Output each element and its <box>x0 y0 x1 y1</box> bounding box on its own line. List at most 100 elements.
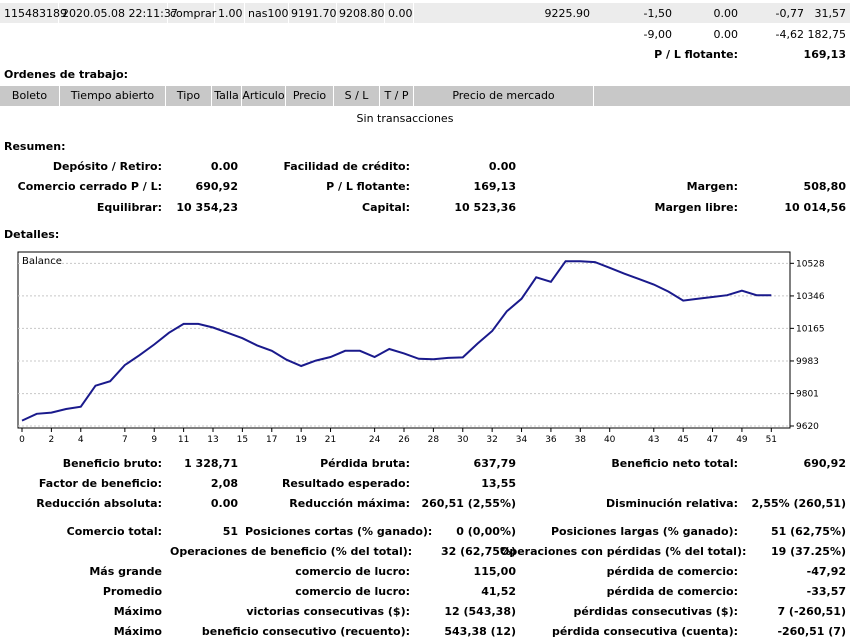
trade-row-profit-value: 543,38 (12) <box>444 625 516 638</box>
y-tick-label: 10528 <box>796 259 825 269</box>
x-tick-label: 49 <box>736 435 748 445</box>
stat-label-c: Beneficio neto total: <box>611 457 738 470</box>
x-tick-label: 19 <box>295 435 307 445</box>
deal-tp: 0.00 <box>388 7 413 20</box>
loss-ops-value: 19 (37.25%) <box>770 545 846 558</box>
x-tick-label: 11 <box>178 435 189 445</box>
profit-ops-label: Operaciones de beneficio (% del total): <box>170 545 413 558</box>
col-tiempo-abierto[interactable]: Tiempo abierto <box>60 86 166 106</box>
total-swap: -4,62 <box>775 28 804 41</box>
deal-market-price: 9225.90 <box>544 7 591 20</box>
col-tp[interactable]: T / P <box>380 86 414 106</box>
summary-floating-value: 169,13 <box>473 180 516 193</box>
x-tick-label: 13 <box>207 435 218 445</box>
margin-value: 508,80 <box>803 180 846 193</box>
trade-row-profit-label: comercio de lucro: <box>295 585 410 598</box>
x-tick-label: 9 <box>151 435 157 445</box>
deal-profit: 31,57 <box>814 7 847 20</box>
closed-pl-label: Comercio cerrado P / L: <box>17 180 162 193</box>
total-taxes: 0.00 <box>713 28 739 41</box>
no-transactions: Sin transacciones <box>356 112 454 125</box>
loss-ops-label: Operaciones con pérdidas (% del total): <box>500 545 747 558</box>
x-tick-label: 24 <box>369 435 381 445</box>
floating-pl-value: 169,13 <box>803 48 846 61</box>
deal-commission: -1,50 <box>643 7 672 20</box>
total-commission: -9,00 <box>643 28 672 41</box>
y-tick-label: 9620 <box>796 422 819 432</box>
trade-row-category: Máximo <box>113 605 162 618</box>
capital-value: 10 523,36 <box>454 201 516 214</box>
stat-value-c: 690,92 <box>803 457 846 470</box>
trade-row-loss-value: -260,51 (7) <box>777 625 846 638</box>
x-tick-label: 7 <box>122 435 128 445</box>
deal-price: 9191.70 <box>291 7 337 20</box>
total-trades-label: Comercio total: <box>66 525 162 538</box>
stat-label-b: Pérdida bruta: <box>320 457 410 470</box>
col-talla[interactable]: Talla <box>212 86 242 106</box>
y-tick-label: 10346 <box>796 292 825 302</box>
balance-value: 10 354,23 <box>176 201 238 214</box>
col-tipo[interactable]: Tipo <box>166 86 212 106</box>
x-tick-label: 38 <box>575 435 587 445</box>
trade-row-loss-label: pérdida consecutiva (cuenta): <box>551 625 738 638</box>
trade-row-loss-value: -33,57 <box>806 585 846 598</box>
stat-value-c: 2,55% (260,51) <box>751 497 847 510</box>
x-tick-label: 43 <box>648 435 659 445</box>
deal-item: nas100 <box>248 7 289 20</box>
x-tick-label: 21 <box>325 435 336 445</box>
trade-row-profit-value: 12 (543,38) <box>444 605 516 618</box>
deal-swap: -0,77 <box>775 7 804 20</box>
balance-label: Equilibrar: <box>96 201 162 214</box>
stat-value-b: 260,51 (2,55%) <box>421 497 517 510</box>
stat-value-a: 2,08 <box>210 477 238 490</box>
free-margin-value: 10 014,56 <box>784 201 846 214</box>
free-margin-label: Margen libre: <box>654 201 739 214</box>
balance-chart: 0 2 4 7 9 11 13 15 17 19 21 24 26 28 30 32 34 36 38 40 43 45 4… <box>17 251 825 445</box>
col-sl[interactable]: S / L <box>334 86 380 106</box>
stat-value-b: 13,55 <box>481 477 516 490</box>
x-tick-label: 45 <box>677 435 688 445</box>
short-positions-label: Posiciones cortas (% ganado): <box>245 525 433 538</box>
col-precio[interactable]: Precio <box>286 86 334 106</box>
trade-row-profit-value: 115,00 <box>473 565 516 578</box>
x-tick-label: 28 <box>428 435 440 445</box>
total-trades-value: 51 <box>222 525 238 538</box>
deal-size: 1.00 <box>218 7 243 20</box>
x-tick-label: 32 <box>486 435 497 445</box>
col-precio-mercado[interactable]: Precio de mercado <box>414 86 594 106</box>
deposit-label: Depósito / Retiro: <box>52 160 162 173</box>
work-orders-title: Ordenes de trabajo: <box>4 68 129 81</box>
deal-row[interactable] <box>0 3 850 25</box>
trade-row-loss-value: 7 (-260,51) <box>777 605 846 618</box>
x-tick-label: 40 <box>604 435 616 445</box>
trade-row-loss-label: pérdida de comercio: <box>606 565 738 578</box>
deal-taxes: 0.00 <box>713 7 739 20</box>
trade-row-category: Máximo <box>113 625 162 638</box>
total-profit: 182,75 <box>807 28 847 41</box>
x-tick-label: 2 <box>49 435 55 445</box>
y-tick-label: 9801 <box>796 390 819 400</box>
x-tick-label: 47 <box>707 435 718 445</box>
stat-label-a: Factor de beneficio: <box>38 477 162 490</box>
trade-row-profit-value: 41,52 <box>481 585 516 598</box>
balance-series-line <box>21 260 772 422</box>
stat-label-b: Reducción máxima: <box>289 497 410 510</box>
capital-label: Capital: <box>362 201 410 214</box>
x-tick-label: 34 <box>516 435 528 445</box>
profit-ops-value: 32 (62,75%) <box>440 545 516 558</box>
stat-value-a: 1 328,71 <box>184 457 238 470</box>
x-tick-label: 0 <box>19 435 25 445</box>
chart-legend: Balance <box>22 256 62 267</box>
trade-row-loss-label: pérdida de comercio: <box>606 585 738 598</box>
col-articulo[interactable]: Articulo <box>242 86 286 106</box>
closed-pl-value: 690,92 <box>195 180 238 193</box>
trade-row-category: Promedio <box>102 585 162 598</box>
col-boleto[interactable]: Boleto <box>0 86 60 106</box>
trade-row-profit-label: beneficio consecutivo (recuento): <box>201 625 410 638</box>
stat-label-a: Beneficio bruto: <box>62 457 162 470</box>
stat-label-a: Reducción absoluta: <box>36 497 162 510</box>
details-title: Detalles: <box>4 228 60 241</box>
trade-row-category: Más grande <box>89 565 162 578</box>
x-tick-label: 30 <box>457 435 469 445</box>
x-tick-label: 4 <box>78 435 84 445</box>
